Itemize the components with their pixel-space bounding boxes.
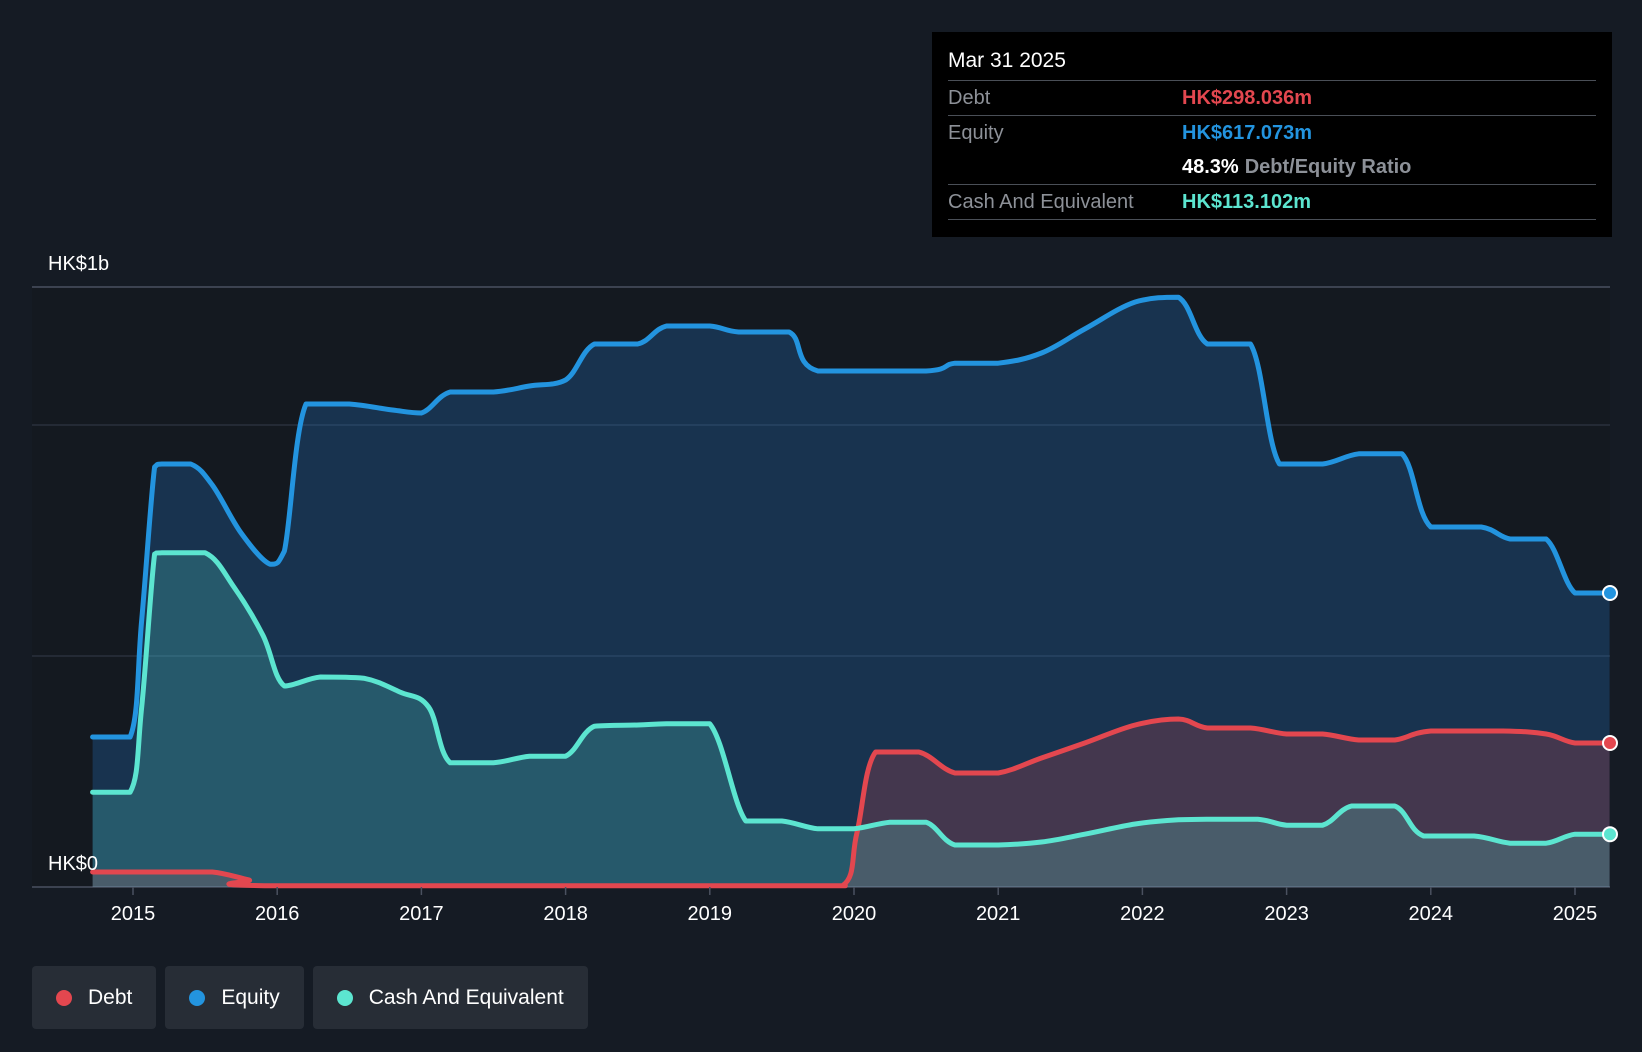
- tooltip-debt-row: Debt HK$298.036m: [948, 81, 1596, 116]
- legend-equity-label: Equity: [221, 985, 280, 1009]
- series-areas: [92, 297, 1610, 887]
- equity-area: [92, 297, 1610, 887]
- tooltip-ratio-spacer: [948, 150, 1182, 184]
- debt-line: [90, 716, 1613, 889]
- legend-item-debt[interactable]: Debt: [32, 966, 157, 1029]
- y-axis-top-label: HK$1b: [48, 253, 109, 275]
- tooltip-debt-label: Debt: [948, 87, 991, 109]
- legend-cash-label: Cash And Equivalent: [368, 985, 564, 1009]
- data-tooltip: Mar 31 2025 Debt HK$298.036m Equity HK$6…: [932, 32, 1612, 237]
- cash-and-equivalent-area: [92, 552, 1610, 887]
- x-tick-label: 2018: [543, 903, 588, 925]
- tooltip-ratio-row: 48.3% Debt/Equity Ratio: [948, 150, 1596, 185]
- legend-debt-label: Debt: [88, 985, 133, 1009]
- x-tick-label: 2023: [1264, 903, 1309, 925]
- tooltip-equity-label: Equity: [948, 122, 1004, 144]
- debt-dot-icon: [56, 989, 72, 1006]
- x-tick-label: 2016: [255, 903, 300, 925]
- tooltip-equity-row: Equity HK$617.073m: [948, 116, 1596, 150]
- x-tick-label: 2024: [1409, 903, 1454, 925]
- cash-and-equivalent-line: [90, 550, 1613, 848]
- x-tick-label: 2021: [976, 903, 1021, 925]
- y-axis-bottom-label: HK$0: [48, 853, 98, 875]
- x-tick-label: 2017: [399, 903, 444, 925]
- legend-item-equity[interactable]: Equity: [165, 966, 304, 1029]
- x-tick-label: 2020: [832, 903, 877, 925]
- cash-and-equivalent-end-marker: [1602, 826, 1618, 843]
- tooltip-ratio-label: Debt/Equity Ratio: [1244, 156, 1412, 178]
- chart-legend: Debt Equity Cash And Equivalent: [32, 966, 588, 1029]
- tooltip-date: Mar 31 2025: [948, 46, 1596, 81]
- tooltip-cash-label: Cash And Equivalent: [948, 191, 1134, 213]
- cash-dot-icon: [336, 989, 353, 1006]
- debt-end-marker: [1602, 735, 1618, 751]
- debt-area: [92, 719, 1610, 887]
- end-markers: [1602, 585, 1618, 843]
- equity-line: [90, 294, 1613, 740]
- tooltip-cash-value: HK$113.102m: [1182, 191, 1311, 213]
- x-tick-label: 2022: [1120, 903, 1165, 925]
- tooltip-ratio-value: 48.3%: [1182, 156, 1239, 178]
- x-tick-label: 2015: [111, 903, 156, 925]
- equity-dot-icon: [189, 989, 206, 1006]
- tooltip-equity-value: HK$617.073m: [1182, 122, 1313, 144]
- legend-item-cash[interactable]: Cash And Equivalent: [312, 966, 588, 1029]
- tooltip-debt-value: HK$298.036m: [1182, 87, 1313, 109]
- x-tick-label: 2019: [688, 903, 733, 925]
- equity-end-marker: [1602, 585, 1618, 601]
- x-tick-label: 2025: [1553, 903, 1598, 925]
- tooltip-ratio: 48.3% Debt/Equity Ratio: [1182, 150, 1411, 184]
- series-lines: [90, 294, 1613, 889]
- x-axis-ticks: 2015 2016 2017 2018 2019 2020 2021 2022 2023 2024…: [111, 887, 1598, 925]
- plot-background: [32, 287, 1610, 887]
- tooltip-cash-row: Cash And Equivalent HK$113.102m: [948, 185, 1596, 220]
